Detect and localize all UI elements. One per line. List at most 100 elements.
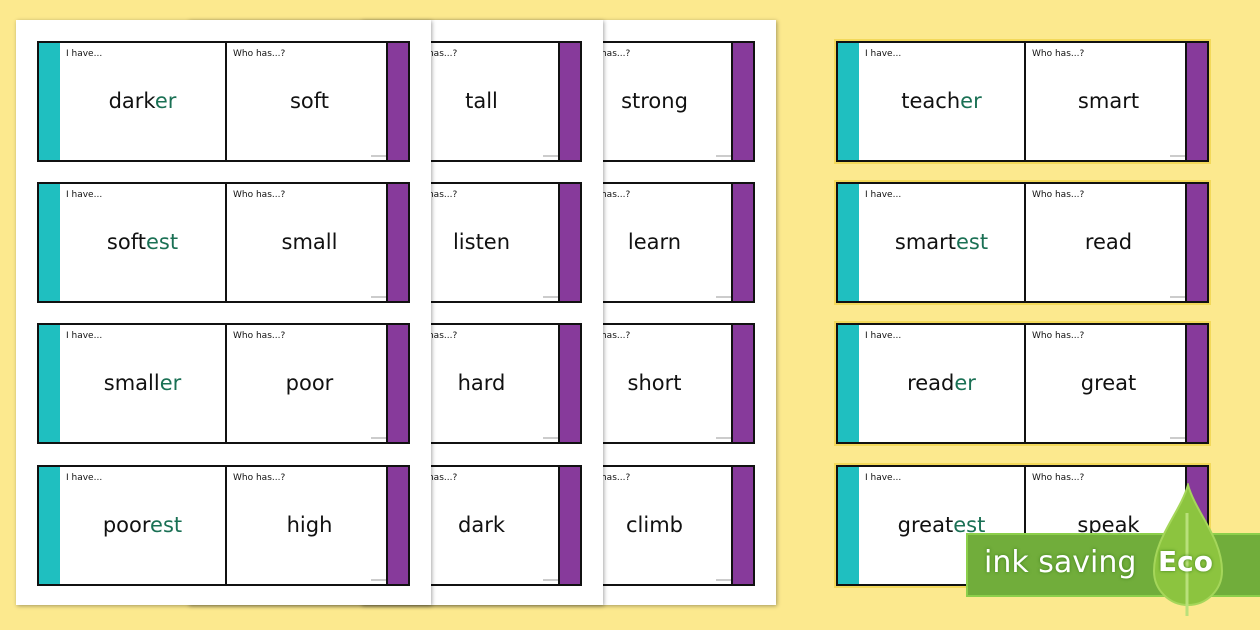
- i-have-word: softest: [60, 230, 225, 254]
- who-has-label: Who has...?: [233, 49, 286, 59]
- i-have-half: I have... darker: [60, 43, 225, 160]
- front-page: I have... darker Who has...? soft I have... s…: [16, 20, 431, 605]
- who-has-word: smart: [1077, 89, 1140, 113]
- word-suffix: est: [150, 513, 183, 537]
- who-has-half: Who has...? read: [1024, 184, 1191, 301]
- purple-strip: [558, 325, 580, 442]
- i-have-label: I have...: [66, 49, 103, 59]
- i-have-half: I have... softest: [60, 184, 225, 301]
- who-has-word: soft: [289, 89, 330, 113]
- word-base: read: [907, 371, 955, 395]
- who-has-word: strong: [621, 89, 688, 113]
- card: I have... reader Who has...? great: [836, 323, 1209, 444]
- who-has-word: great: [1080, 371, 1137, 395]
- who-has-label: Who has...?: [1032, 190, 1085, 200]
- purple-strip: [731, 325, 753, 442]
- who-has-word: dark: [458, 513, 505, 537]
- purple-strip: [386, 184, 408, 301]
- purple-strip: [731, 467, 753, 584]
- teal-strip: [838, 43, 859, 160]
- card: I have... softest Who has...? small: [37, 182, 410, 303]
- purple-strip: [731, 184, 753, 301]
- who-has-word: poor: [285, 371, 334, 395]
- i-have-word: darker: [60, 89, 225, 113]
- who-has-label: Who has...?: [578, 473, 631, 483]
- footer-mark: [716, 155, 732, 157]
- who-has-half: Who has...? high: [225, 467, 392, 584]
- who-has-label: Who has...?: [1032, 331, 1085, 341]
- word-suffix: est: [956, 230, 989, 254]
- card: I have... darker Who has...? soft: [37, 41, 410, 162]
- i-have-half: I have... poorest: [60, 467, 225, 584]
- teal-strip: [838, 467, 859, 584]
- i-have-half: I have... teacher: [859, 43, 1024, 160]
- footer-mark: [716, 579, 732, 581]
- card: I have... teacher Who has...? smart: [836, 41, 1209, 162]
- who-has-label: Who has...?: [578, 49, 631, 59]
- i-have-half: I have... smaller: [60, 325, 225, 442]
- teal-strip: [838, 184, 859, 301]
- footer-mark: [1170, 296, 1186, 298]
- who-has-label: Who has...?: [405, 49, 458, 59]
- word-base: dark: [108, 89, 155, 113]
- purple-strip: [1185, 184, 1207, 301]
- who-has-label: Who has...?: [578, 190, 631, 200]
- footer-mark: [543, 437, 559, 439]
- i-have-word: poorest: [60, 513, 225, 537]
- purple-strip: [1185, 325, 1207, 442]
- i-have-label: I have...: [66, 190, 103, 200]
- card: I have... smaller Who has...? poor: [37, 323, 410, 444]
- card: I have... smartest Who has...? read: [836, 182, 1209, 303]
- word-base: smart: [894, 230, 957, 254]
- word-base: poor: [102, 513, 151, 537]
- i-have-label: I have...: [66, 473, 103, 483]
- footer-mark: [543, 296, 559, 298]
- word-suffix: est: [145, 230, 179, 254]
- teal-strip: [39, 325, 60, 442]
- purple-strip: [558, 184, 580, 301]
- word-base: soft: [106, 230, 146, 254]
- i-have-word: smaller: [60, 371, 225, 395]
- teal-strip: [39, 43, 60, 160]
- who-has-word: small: [281, 230, 338, 254]
- footer-mark: [1170, 437, 1186, 439]
- footer-mark: [371, 296, 387, 298]
- i-have-label: I have...: [66, 331, 103, 341]
- purple-strip: [558, 43, 580, 160]
- teal-strip: [39, 184, 60, 301]
- word-base: great: [897, 513, 954, 537]
- who-has-word: hard: [457, 371, 506, 395]
- word-suffix: er: [960, 89, 982, 113]
- who-has-word: short: [627, 371, 682, 395]
- who-has-half: Who has...? poor: [225, 325, 392, 442]
- i-have-half: I have... reader: [859, 325, 1024, 442]
- who-has-label: Who has...?: [233, 190, 286, 200]
- card: I have... poorest Who has...? high: [37, 465, 410, 586]
- who-has-label: Who has...?: [1032, 49, 1085, 59]
- who-has-label: Who has...?: [233, 331, 286, 341]
- who-has-label: Who has...?: [405, 473, 458, 483]
- who-has-word: listen: [452, 230, 511, 254]
- who-has-word: learn: [627, 230, 682, 254]
- i-have-half: I have... smartest: [859, 184, 1024, 301]
- footer-mark: [371, 437, 387, 439]
- i-have-label: I have...: [865, 473, 902, 483]
- word-suffix: er: [154, 89, 177, 113]
- i-have-word: smartest: [859, 230, 1024, 254]
- purple-strip: [558, 467, 580, 584]
- who-has-label: Who has...?: [405, 331, 458, 341]
- who-has-label: Who has...?: [233, 473, 286, 483]
- word-suffix: er: [159, 371, 182, 395]
- who-has-word: read: [1084, 230, 1133, 254]
- who-has-word: tall: [465, 89, 498, 113]
- footer-mark: [543, 579, 559, 581]
- who-has-word: high: [286, 513, 333, 537]
- who-has-label: Who has...?: [405, 190, 458, 200]
- i-have-label: I have...: [865, 190, 902, 200]
- who-has-label: Who has...?: [578, 331, 631, 341]
- i-have-word: teacher: [859, 89, 1024, 113]
- who-has-half: Who has...? small: [225, 184, 392, 301]
- i-have-label: I have...: [865, 331, 902, 341]
- purple-strip: [386, 467, 408, 584]
- leaf-drop-icon: [1152, 483, 1224, 616]
